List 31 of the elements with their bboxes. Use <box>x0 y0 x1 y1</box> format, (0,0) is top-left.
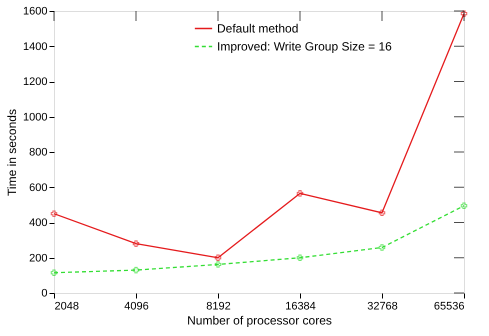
x-tick-label: 32768 <box>367 300 398 312</box>
x-tick-label: 8192 <box>206 300 231 312</box>
point <box>214 254 222 261</box>
x-tick-label: 4096 <box>124 300 149 312</box>
y-tick-label: 200 <box>29 252 48 264</box>
point <box>50 210 58 217</box>
point <box>378 210 386 216</box>
point <box>378 244 386 251</box>
y-axis-title: Time in seconds <box>5 109 20 196</box>
legend-label: Improved: Write Group Size = 16 <box>217 40 392 54</box>
y-tick-label: 1200 <box>23 76 48 88</box>
point <box>460 202 468 209</box>
y-tick-label: 0 <box>41 288 48 300</box>
y-tick-label: 1400 <box>23 40 48 53</box>
point <box>296 190 304 197</box>
x-axis-title: Number of processor cores <box>187 314 332 328</box>
point <box>132 240 140 247</box>
point <box>132 266 140 274</box>
x-tick-label: 2048 <box>54 300 79 312</box>
point <box>296 254 304 261</box>
y-tick-label: 1600 <box>23 6 48 18</box>
point <box>460 10 468 17</box>
y-tick-label: 600 <box>29 182 48 194</box>
y-tick-label: 800 <box>29 146 48 158</box>
legend-label: Default method <box>217 22 298 36</box>
y-tick-label: 400 <box>29 217 48 229</box>
point <box>50 269 58 276</box>
y-tick-label: 1000 <box>23 111 48 124</box>
x-tick-label: 16384 <box>285 300 316 312</box>
point <box>214 261 222 268</box>
x-tick-label: 65536 <box>434 300 464 312</box>
